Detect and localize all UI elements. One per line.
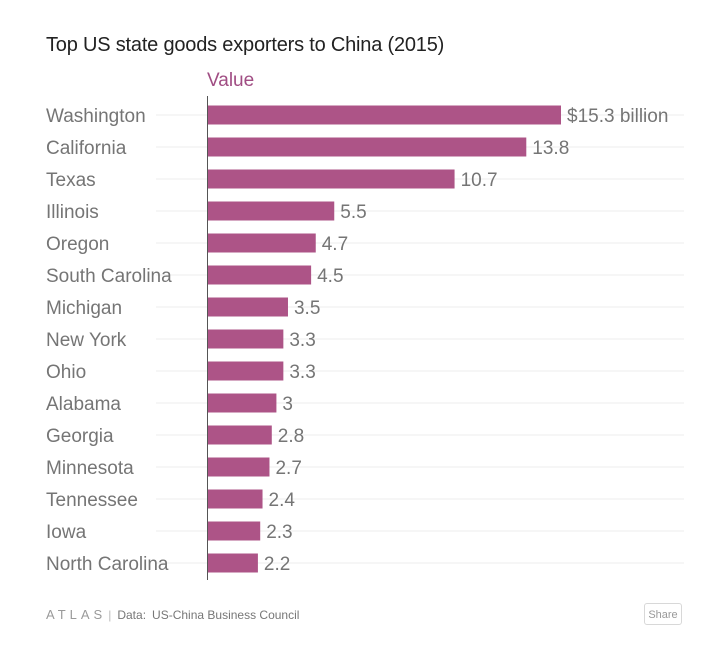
data-label: 2.7 xyxy=(275,458,301,479)
bar xyxy=(207,233,316,253)
category-label: Tennessee xyxy=(46,490,138,511)
category-label: Iowa xyxy=(46,522,87,543)
data-label: 10.7 xyxy=(461,170,498,191)
bar xyxy=(207,105,561,125)
bar xyxy=(207,297,288,317)
data-label: 2.8 xyxy=(278,426,304,447)
footer-separator: | xyxy=(108,607,112,622)
bar xyxy=(207,425,272,445)
data-label: 5.5 xyxy=(340,202,366,223)
data-label: 4.5 xyxy=(317,266,343,287)
data-label: 4.7 xyxy=(322,234,348,255)
bar xyxy=(207,553,258,573)
data-label: $15.3 billion xyxy=(567,106,668,127)
category-label: Texas xyxy=(46,170,96,191)
category-label: Minnesota xyxy=(46,458,134,479)
bar xyxy=(207,361,284,381)
data-label: 3.3 xyxy=(289,362,315,383)
source-link[interactable]: US-China Business Council xyxy=(152,607,300,622)
data-label: 2.4 xyxy=(269,490,296,511)
footer: ATLAS | Data: US-China Business Council xyxy=(46,607,299,622)
share-button[interactable]: Share xyxy=(644,603,682,625)
data-label: 2.3 xyxy=(266,522,292,543)
bar xyxy=(207,265,312,285)
atlas-logo[interactable]: ATLAS xyxy=(46,607,107,622)
category-label: Alabama xyxy=(46,394,121,415)
bar xyxy=(207,137,527,157)
bar xyxy=(207,169,455,189)
data-label: 3 xyxy=(282,394,293,415)
chart-title: Top US state goods exporters to China (2… xyxy=(46,34,445,56)
bar xyxy=(207,329,284,349)
category-label: Georgia xyxy=(46,426,114,447)
category-label: South Carolina xyxy=(46,266,172,287)
category-label: Illinois xyxy=(46,202,99,223)
category-label: Washington xyxy=(46,106,146,127)
bar xyxy=(207,201,335,221)
data-label: 2.2 xyxy=(264,554,290,575)
data-label: 13.8 xyxy=(532,138,569,159)
category-label: California xyxy=(46,138,127,159)
category-label: Ohio xyxy=(46,362,86,383)
category-label: North Carolina xyxy=(46,554,169,575)
bar xyxy=(207,489,263,509)
bar xyxy=(207,393,277,413)
category-label: New York xyxy=(46,330,127,351)
data-label: 3.3 xyxy=(289,330,315,351)
category-label: Oregon xyxy=(46,234,109,255)
category-label: Michigan xyxy=(46,298,122,319)
legend-label: Value xyxy=(207,70,255,91)
bar xyxy=(207,457,270,477)
bar-chart: Washington $15.3 billion California 13.8 Tex… xyxy=(46,96,684,580)
bar xyxy=(207,521,261,541)
data-label: 3.5 xyxy=(294,298,320,319)
source-label: Data: xyxy=(117,607,147,622)
